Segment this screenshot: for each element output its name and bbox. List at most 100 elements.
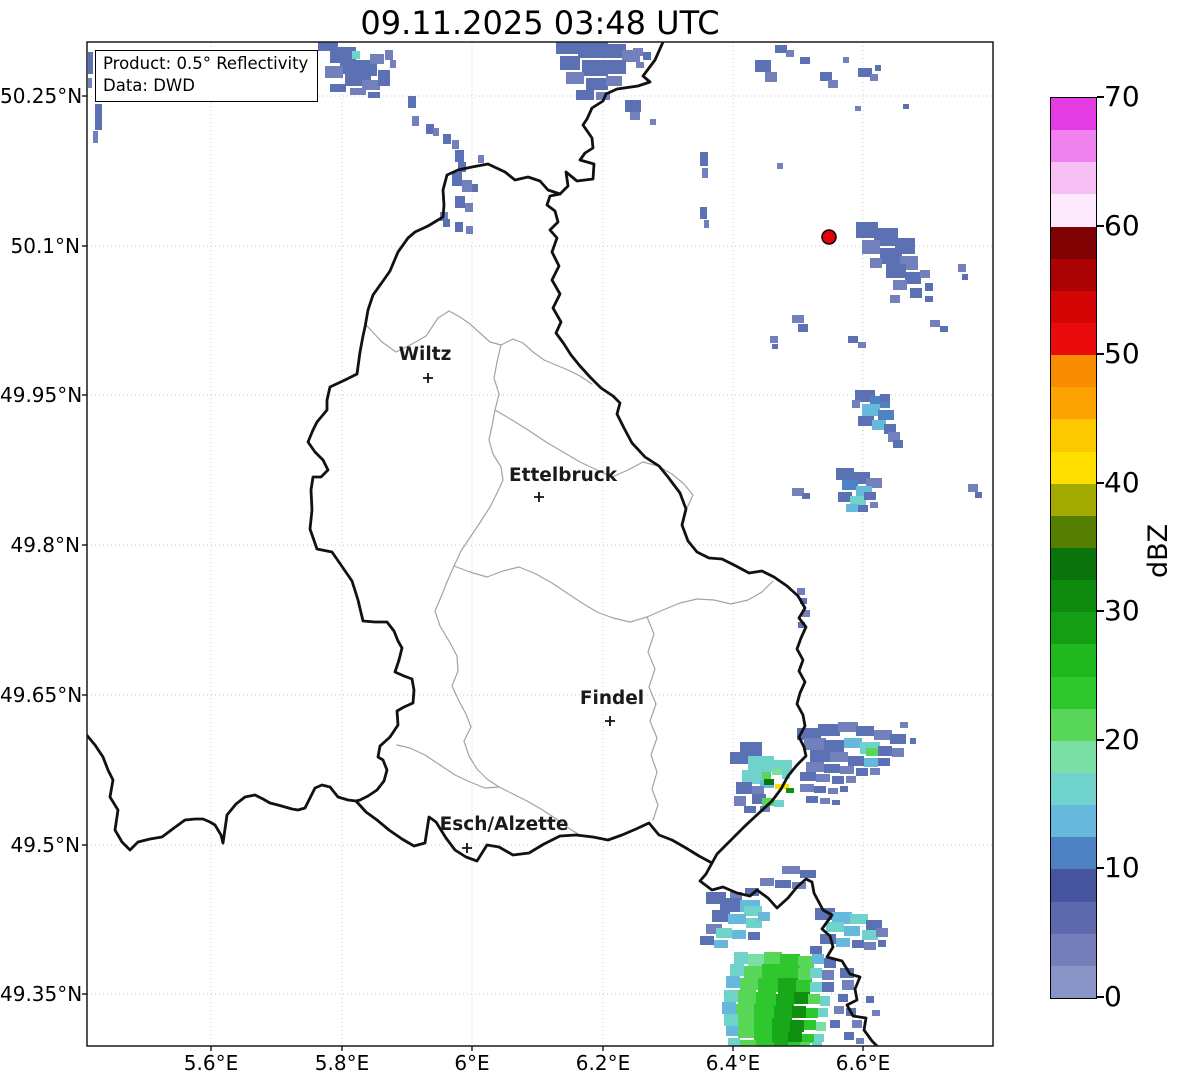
radar-echo-cell — [800, 870, 816, 878]
radar-echoes — [88, 42, 982, 1046]
radar-echo-cell — [832, 912, 852, 924]
radar-echo-cell — [724, 1014, 738, 1026]
colorbar-segment — [1051, 772, 1096, 806]
colorbar-segment — [1051, 98, 1096, 131]
radar-echo-cell — [796, 980, 812, 992]
national-border-line — [306, 162, 562, 803]
radar-echo-cell — [810, 750, 830, 762]
radar-echo-cell — [702, 168, 708, 178]
radar-echo-cell — [828, 80, 838, 88]
radar-echo-cell — [744, 906, 762, 916]
radar-echo-cell — [754, 1030, 772, 1042]
city-labels: Wiltz Ettelbruck Findel Esch/Alzette — [399, 344, 644, 853]
y-tick-label: 49.95°N — [0, 383, 83, 407]
radar-echo-cell — [864, 942, 876, 950]
colorbar-segment — [1051, 130, 1096, 163]
radar-echo-cell — [732, 930, 746, 939]
radar-echo-cell — [452, 140, 459, 149]
radar-echo-cell — [856, 222, 878, 238]
national-border-line — [87, 733, 358, 852]
radar-echo-cell — [870, 502, 878, 508]
radar-echo-cell — [846, 504, 858, 512]
radar-echo-cell — [893, 280, 907, 290]
radar-echo-cell — [744, 806, 756, 813]
radar-echo-cell — [774, 1006, 792, 1020]
y-tick-label: 50.25°N — [0, 84, 83, 108]
radar-echo-cell — [730, 964, 744, 976]
radar-echo-cell — [855, 106, 861, 111]
radar-echo-cell — [840, 786, 848, 792]
radar-echo-cell — [958, 264, 966, 272]
radar-echo-cell — [862, 240, 880, 254]
radar-echo-cell — [355, 64, 377, 76]
radar-echo-cell — [604, 44, 626, 58]
radar-echo-cell — [748, 954, 766, 966]
radar-echo-cell — [836, 938, 850, 947]
radar-echo-cell — [596, 92, 610, 100]
radar-echo-cell — [880, 248, 902, 264]
radar-echo-cell — [870, 768, 880, 775]
colorbar-segment — [1051, 644, 1096, 677]
radar-echo-cell — [797, 588, 805, 595]
radar-echo-cell — [704, 220, 709, 228]
radar-echo-cell — [775, 880, 791, 888]
radar-echo-cell — [870, 74, 878, 81]
radar-echo-cell — [740, 978, 758, 990]
radar-echo-cell — [582, 60, 608, 76]
radar-echo-cell — [824, 740, 844, 752]
radar-echo-cell — [443, 219, 450, 227]
radar-echo-cell — [806, 762, 824, 772]
x-tick-label: 6.4°E — [705, 1051, 761, 1075]
radar-echo-cell — [816, 774, 830, 782]
radar-echo-cell — [905, 272, 921, 284]
radar-echo-cell — [754, 1018, 772, 1030]
radar-echo-cell — [798, 968, 812, 980]
radar-echo-cell — [848, 756, 864, 766]
radar-echo-cell — [864, 758, 878, 767]
radar-echo-cell — [770, 336, 778, 343]
radar-echo-cell — [330, 84, 346, 92]
colorbar-segment — [1051, 547, 1096, 581]
radar-echo-cell — [478, 155, 484, 163]
radar-echo-cell — [818, 1008, 828, 1017]
colorbar-segment — [1051, 580, 1096, 613]
radar-echo-cell — [824, 958, 836, 968]
colorbar-segment — [1051, 708, 1096, 741]
radar-echo-cell — [866, 748, 878, 756]
radar-echo-cell — [93, 131, 98, 143]
radar-echo-cell — [746, 918, 762, 928]
radar-echo-cell — [858, 416, 874, 426]
radar-echo-cell — [800, 1042, 810, 1046]
radar-echo-cell — [700, 936, 714, 945]
colorbar-tick-mark — [1097, 867, 1104, 870]
radar-echo-cell — [748, 932, 760, 940]
radar-echo-cell — [866, 478, 882, 488]
radar-echo-cell — [712, 910, 730, 922]
radar-echo-cell — [830, 752, 848, 762]
colorbar-tick-mark — [1097, 224, 1104, 227]
radar-echo-cell — [848, 336, 858, 343]
colorbar-segment — [1051, 194, 1096, 227]
colorbar-tick-label: 10 — [1104, 851, 1140, 885]
radar-echo-cell — [842, 980, 854, 990]
colorbar-tick-label: 0 — [1104, 980, 1122, 1013]
radar-echo-cell — [726, 976, 740, 988]
radar-echo-cell — [765, 72, 777, 82]
x-tick-label: 5.8°E — [314, 1051, 370, 1075]
radar-echo-cell — [840, 766, 854, 774]
radar-echo-cell — [88, 52, 93, 74]
radar-echo-cell — [738, 1016, 754, 1028]
radar-echo-cell — [788, 1042, 800, 1046]
radar-echo-cell — [776, 994, 794, 1008]
radar-echo-cell — [808, 994, 820, 1004]
radar-echo-cell — [630, 112, 640, 120]
city-marker-icon — [605, 716, 615, 726]
radar-echo-cell — [700, 207, 707, 219]
radar-echo-cell — [643, 52, 651, 60]
radar-echo-cell — [872, 420, 886, 430]
radar-echo-cell — [838, 994, 848, 1002]
radar-echo-cell — [368, 92, 380, 98]
radar-echo-cell — [330, 47, 356, 63]
radar-echo-cell — [792, 488, 804, 496]
